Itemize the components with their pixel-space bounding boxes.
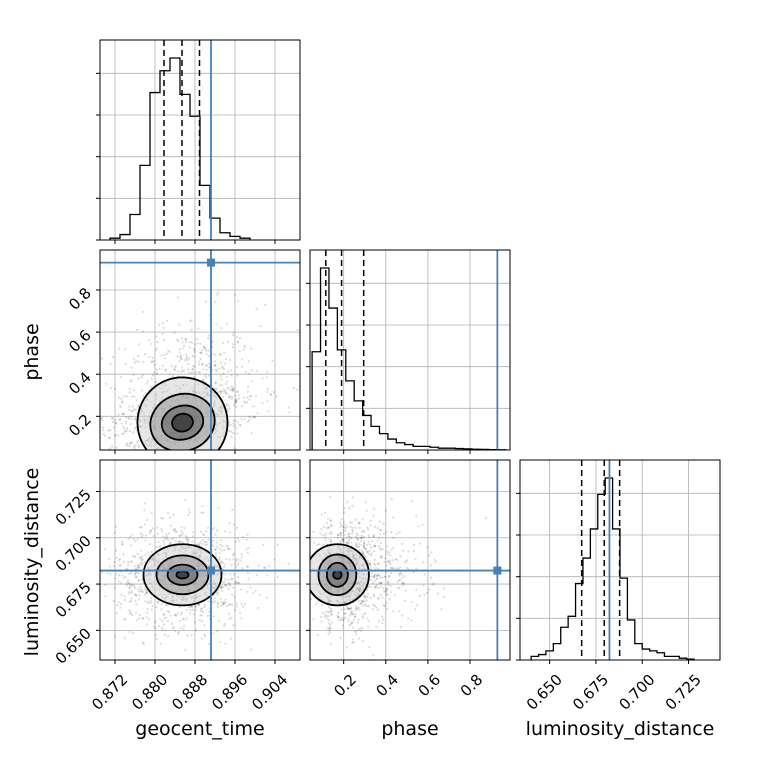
scatter-panel-geocent-time-vs-luminosity-distance	[99, 459, 301, 661]
density-level	[172, 413, 193, 432]
panel-frame	[309, 249, 511, 451]
contour-line	[166, 563, 199, 586]
y-axis-label-phase: phase	[21, 323, 43, 380]
contour-line	[317, 553, 358, 597]
panel-frame	[99, 249, 301, 451]
truth-marker	[493, 566, 502, 575]
scatter-panel-geocent-time-vs-phase	[99, 249, 301, 451]
contour-line	[142, 543, 223, 607]
contour-line	[155, 554, 210, 596]
density-level	[176, 571, 189, 579]
truth-marker	[207, 566, 215, 575]
contour-line	[136, 376, 229, 450]
histogram-step-geocent-time	[109, 57, 251, 240]
panel-frame	[519, 459, 721, 661]
contour-line	[325, 561, 349, 588]
x-axis-label-geocent-time: geocent_time	[135, 718, 264, 740]
histogram-step-luminosity-distance	[530, 477, 695, 660]
density-level	[333, 570, 342, 579]
histogram-step-phase	[311, 267, 507, 450]
y-axis-label-luminosity-distance: luminosity_distance	[21, 468, 43, 657]
histogram-panel-geocent-time	[96, 39, 301, 241]
contour-line	[160, 404, 205, 441]
contour-line	[310, 543, 370, 607]
scatter-panel-phase-vs-luminosity-distance	[309, 459, 511, 661]
histogram-panel-phase	[306, 249, 511, 451]
truth-marker	[207, 258, 215, 267]
panel-frame	[99, 459, 301, 661]
panel-frame	[99, 39, 301, 241]
histogram-panel-luminosity-distance	[516, 459, 721, 661]
contour-line	[171, 412, 194, 433]
x-axis-label-luminosity-distance: luminosity_distance	[526, 718, 715, 740]
panel-frame	[309, 459, 511, 661]
x-axis-label-phase: phase	[381, 718, 438, 740]
